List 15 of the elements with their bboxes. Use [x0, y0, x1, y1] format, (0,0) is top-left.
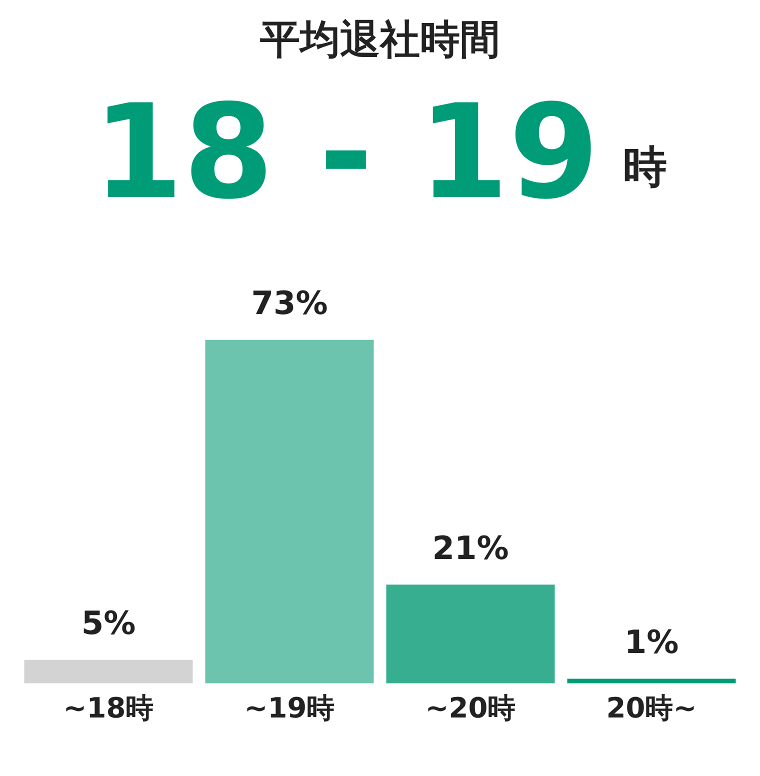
- x-tick-label: ~19時: [244, 691, 335, 724]
- data-label: 73%: [251, 284, 328, 322]
- bar: [567, 678, 736, 684]
- x-tick-label: 20時~: [606, 691, 697, 724]
- data-label: 1%: [624, 623, 679, 662]
- bar: [386, 584, 555, 684]
- x-tick-label: ~20時: [425, 691, 516, 724]
- bar: [24, 660, 193, 684]
- chart-subtitle: 18 - 19: [92, 76, 600, 228]
- data-label: 5%: [81, 604, 136, 642]
- data-label: 21%: [432, 528, 509, 567]
- chart-title: 平均退社時間: [259, 16, 501, 65]
- text: 時: [623, 140, 668, 194]
- bar: [205, 340, 374, 684]
- x-tick-label: ~18時: [63, 691, 154, 724]
